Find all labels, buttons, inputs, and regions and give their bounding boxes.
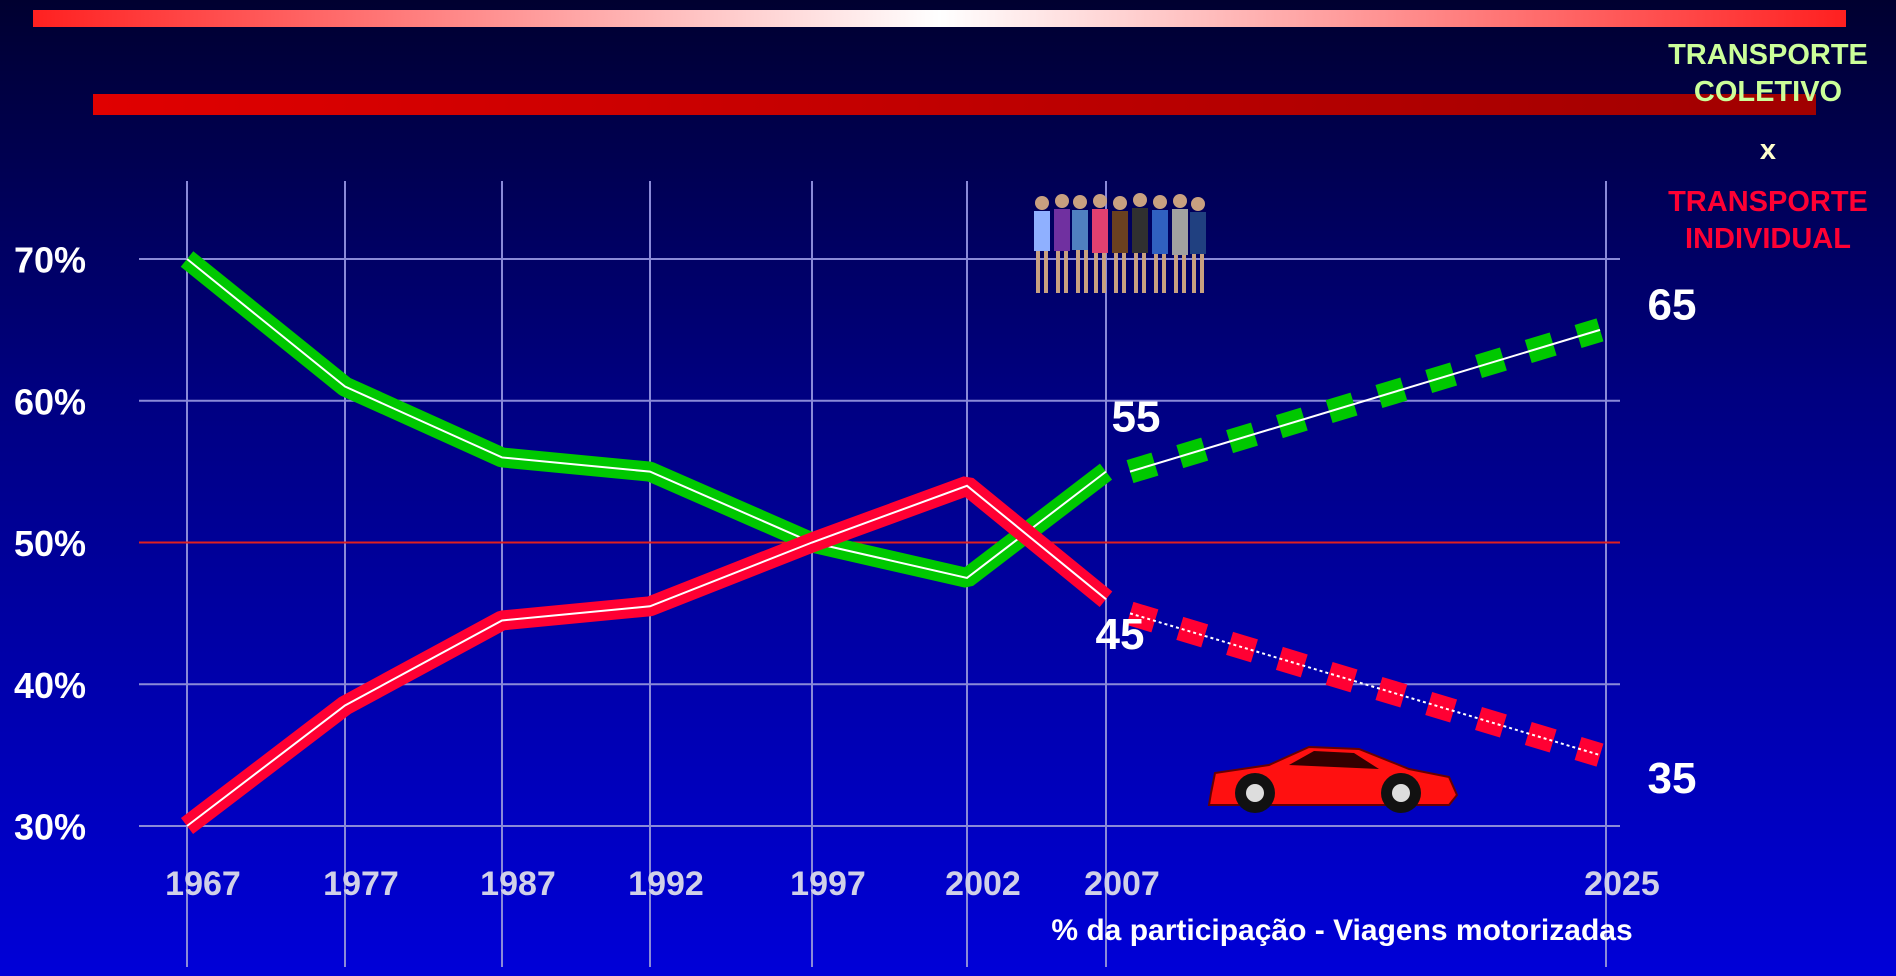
y-tick-label: 40% [14, 665, 86, 706]
x-tick-label: 1987 [480, 865, 556, 903]
series-line-highlight [187, 486, 1106, 826]
x-tick-label: 1967 [165, 865, 241, 903]
series-line [187, 486, 1106, 826]
y-tick-label: 70% [14, 240, 86, 281]
data-label: 55 [1112, 392, 1161, 441]
data-label: 35 [1648, 754, 1697, 803]
data-label: 65 [1648, 281, 1697, 330]
people-icon [1034, 193, 1206, 293]
subtitle: % da participação - Viagens motorizadas [1051, 914, 1632, 947]
legend-separator: x [1648, 132, 1888, 169]
data-label: 45 [1096, 610, 1145, 659]
plot: 30% 40% 50% 60% 70% 1967 1977 1987 1992 1997 2002 2… [14, 181, 1696, 967]
chart: 30% 40% 50% 60% 70% 1967 1977 1987 1992 1997 2002 2… [0, 0, 1896, 976]
car-icon [1209, 747, 1457, 813]
legend-entry: TRANSPORTE COLETIVO [1648, 37, 1888, 111]
legend-entry: TRANSPORTE INDIVIDUAL [1648, 184, 1888, 258]
x-tick-label: 2002 [945, 865, 1021, 903]
x-tick-label: 1992 [628, 865, 704, 903]
x-tick-label: 2007 [1084, 865, 1160, 903]
series-line [187, 259, 1106, 578]
y-tick-label: 50% [14, 523, 86, 564]
x-tick-label: 1997 [790, 865, 866, 903]
top-bar [33, 10, 1846, 27]
y-tick-label: 30% [14, 807, 86, 848]
series-line-highlight [187, 259, 1106, 578]
x-tick-label: 1977 [323, 865, 399, 903]
page: 30% 40% 50% 60% 70% 1967 1977 1987 1992 1997 2002 2… [0, 0, 1896, 976]
y-tick-label: 60% [14, 381, 86, 422]
second-bar [93, 94, 1816, 115]
x-tick-label: 2025 [1584, 865, 1660, 903]
